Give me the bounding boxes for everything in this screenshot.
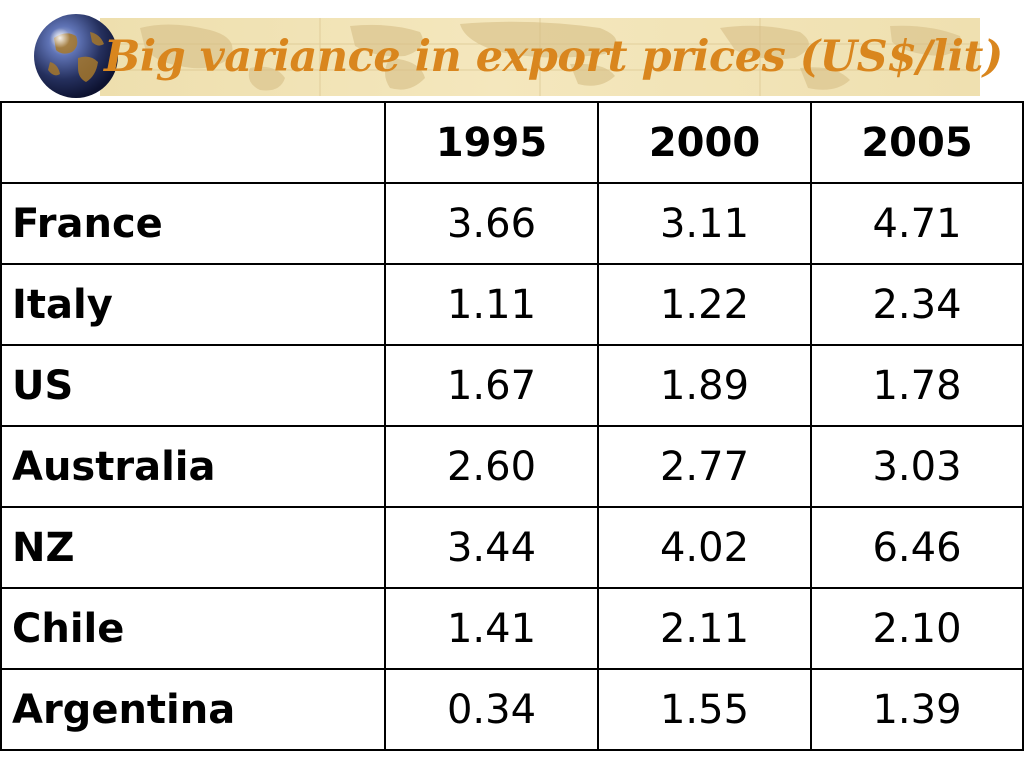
table-cell: 3.11: [597, 182, 812, 265]
table-cell: 1.67: [384, 344, 599, 427]
table-cell: 3.44: [384, 506, 599, 589]
row-label: Argentina: [0, 668, 386, 751]
table-cell: 1.89: [597, 344, 812, 427]
table-cell: 1.39: [810, 668, 1024, 751]
row-label: Australia: [0, 425, 386, 508]
table-cell: 4.02: [597, 506, 812, 589]
row-label: NZ: [0, 506, 386, 589]
title-banner: [100, 18, 980, 96]
table-cell: 3.66: [384, 182, 599, 265]
table-cell: 4.71: [810, 182, 1024, 265]
row-label: France: [0, 182, 386, 265]
table-cell: 1.41: [384, 587, 599, 670]
column-header-1995: 1995: [384, 101, 599, 184]
table-row: France 3.66 3.11 4.71: [0, 182, 1024, 265]
table-cell: 1.78: [810, 344, 1024, 427]
export-price-table: 1995 2000 2005 France 3.66 3.11 4.71 Ita…: [0, 101, 1024, 751]
table-row: Italy 1.11 1.22 2.34: [0, 263, 1024, 346]
table-cell: 6.46: [810, 506, 1024, 589]
table-cell: 2.77: [597, 425, 812, 508]
table-cell: 1.22: [597, 263, 812, 346]
table-cell: 1.11: [384, 263, 599, 346]
table-row: Argentina 0.34 1.55 1.39: [0, 668, 1024, 751]
table-cell: 2.34: [810, 263, 1024, 346]
table-cell: 2.11: [597, 587, 812, 670]
column-header-2005: 2005: [810, 101, 1024, 184]
slide-title: Big variance in export prices (US$/lit): [104, 32, 1003, 82]
table-row: US 1.67 1.89 1.78: [0, 344, 1024, 427]
table-cell: 2.10: [810, 587, 1024, 670]
table-row: NZ 3.44 4.02 6.46: [0, 506, 1024, 589]
globe-icon: [34, 14, 118, 98]
table-row: Chile 1.41 2.11 2.10: [0, 587, 1024, 670]
table-cell: 1.55: [597, 668, 812, 751]
world-map-watermark: [100, 18, 980, 96]
corner-cell: [0, 101, 386, 184]
column-header-2000: 2000: [597, 101, 812, 184]
table-cell: 0.34: [384, 668, 599, 751]
row-label: US: [0, 344, 386, 427]
table-cell: 3.03: [810, 425, 1024, 508]
row-label: Chile: [0, 587, 386, 670]
table-row: Australia 2.60 2.77 3.03: [0, 425, 1024, 508]
table-cell: 2.60: [384, 425, 599, 508]
table-header-row: 1995 2000 2005: [0, 101, 1024, 184]
row-label: Italy: [0, 263, 386, 346]
